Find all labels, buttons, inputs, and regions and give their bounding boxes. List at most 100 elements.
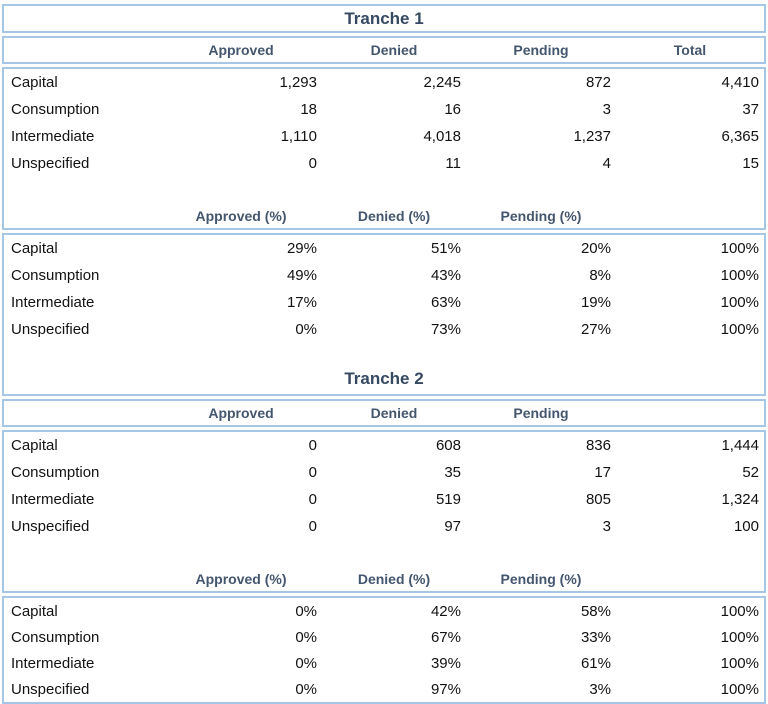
cell-pending: 17 [594,464,611,481]
cell-approved: 0 [308,155,317,172]
cell-total: 15 [742,155,759,172]
cell-denied-pct: 73% [430,321,461,338]
table-row: Intermediate 0 519 805 1,324 [4,486,764,513]
cell-pending-pct: 20% [580,240,611,257]
cell-denied-pct: 51% [430,240,461,257]
cell-approved-pct: 0% [295,628,317,646]
col-header-approved-pct: Approved (%) [195,571,287,587]
cell-denied: 16 [444,101,461,118]
row-label: Capital [11,240,58,257]
cell-approved-pct: 49% [286,267,317,284]
table-row: Capital 0% 42% 58% 100% [4,598,764,624]
header-row: Approved Denied Pending [4,401,764,425]
cell-approved-pct: 0% [295,602,317,620]
table-row: Unspecified 0% 73% 27% 100% [4,316,764,343]
tranche1-title: Tranche 1 [344,8,424,28]
tranche2-percents-box: Capital 0% 42% 58% 100% Consumption 0% 6… [2,596,766,704]
cell-total: 6,365 [721,128,759,145]
cell-pending-pct: 27% [580,321,611,338]
pct-header-row: Approved (%) Denied (%) Pending (%) [4,567,764,591]
table-row: Intermediate 1,110 4,018 1,237 6,365 [4,123,764,150]
cell-pending-pct: 61% [580,654,611,672]
table-row: Unspecified 0 11 4 15 [4,150,764,177]
cell-pending: 4 [602,155,611,172]
col-header-denied: Denied [370,405,418,421]
cell-total: 37 [742,101,759,118]
cell-denied: 4,018 [423,128,461,145]
cell-denied: 608 [435,437,461,454]
row-label: Capital [11,602,58,620]
table-row: Unspecified 0% 97% 3% 100% [4,676,764,702]
cell-approved: 1,110 [280,128,317,145]
cell-total: 100 [733,518,759,535]
cell-total-pct: 100% [720,267,759,284]
row-label: Consumption [11,267,100,284]
col-header-denied-pct: Denied (%) [357,571,431,587]
cell-approved: 0 [308,491,317,508]
cell-total-pct: 100% [720,602,759,620]
table-row: Intermediate 0% 39% 61% 100% [4,650,764,676]
cell-pending-pct: 19% [580,294,611,311]
pct-header-row: Approved (%) Denied (%) Pending (%) [4,204,764,228]
cell-total-pct: 100% [720,654,759,672]
cell-approved: 0 [308,437,317,454]
table-row: Consumption 49% 43% 8% 100% [4,262,764,289]
col-header-denied-pct: Denied (%) [357,208,431,224]
header-row: Approved Denied Pending Total [4,38,764,62]
cell-total-pct: 100% [720,628,759,646]
cell-approved: 1,293 [279,74,317,91]
row-label: Consumption [11,464,100,481]
tranche1-percents-box: Capital 29% 51% 20% 100% Consumption 49%… [2,233,766,396]
table-row: Consumption 0% 67% 33% 100% [4,624,764,650]
tranche2-title: Tranche 2 [344,369,424,388]
cell-denied-pct: 97% [430,680,461,698]
col-header-denied: Denied [370,42,418,58]
cell-pending-pct: 3% [589,680,611,698]
col-header-approved: Approved [208,42,274,58]
cell-approved-pct: 0% [295,680,317,698]
cell-approved: 0 [308,518,317,535]
cell-pending: 805 [585,491,611,508]
spacer [4,177,764,204]
cell-approved-pct: 17% [286,294,317,311]
cell-pending: 836 [585,437,611,454]
cell-total-pct: 100% [720,294,759,311]
row-label: Consumption [11,628,100,646]
cell-denied: 519 [435,491,461,508]
col-header-pending-pct: Pending (%) [500,571,582,587]
col-header-pending: Pending [513,42,569,58]
col-header-approved-pct: Approved (%) [195,208,287,224]
cell-pending: 3 [602,101,611,118]
cell-denied-pct: 43% [430,267,461,284]
spacer [4,540,764,567]
cell-total-pct: 100% [720,321,759,338]
cell-total-pct: 100% [720,680,759,698]
tranche1-counts-box: Capital 1,293 2,245 872 4,410 Consumptio… [2,67,766,230]
cell-pending-pct: 33% [580,628,611,646]
tranche1-title-box: Tranche 1 [2,4,766,33]
cell-denied-pct: 67% [430,628,461,646]
cell-approved: 18 [300,101,317,118]
spacer [4,343,764,364]
cell-denied: 35 [444,464,461,481]
cell-approved-pct: 29% [286,240,317,257]
col-header-total: Total [673,42,707,58]
cell-denied-pct: 63% [430,294,461,311]
table-row: Consumption 18 16 3 37 [4,96,764,123]
cell-pending: 3 [602,518,611,535]
cell-total: 1,324 [721,491,759,508]
row-label: Intermediate [11,491,95,508]
row-label: Capital [11,437,58,454]
table-row: Consumption 0 35 17 52 [4,459,764,486]
table-row: Capital 29% 51% 20% 100% [4,235,764,262]
table-row: Intermediate 17% 63% 19% 100% [4,289,764,316]
tranche2-counts-box: Capital 0 608 836 1,444 Consumption 0 35… [2,430,766,593]
cell-pending-pct: 8% [589,267,611,284]
col-header-pending-pct: Pending (%) [500,208,582,224]
row-label: Capital [11,74,58,91]
row-label: Consumption [11,101,100,118]
row-label: Unspecified [11,680,90,698]
col-header-pending: Pending [513,405,569,421]
table-row: Capital 0 608 836 1,444 [4,432,764,459]
